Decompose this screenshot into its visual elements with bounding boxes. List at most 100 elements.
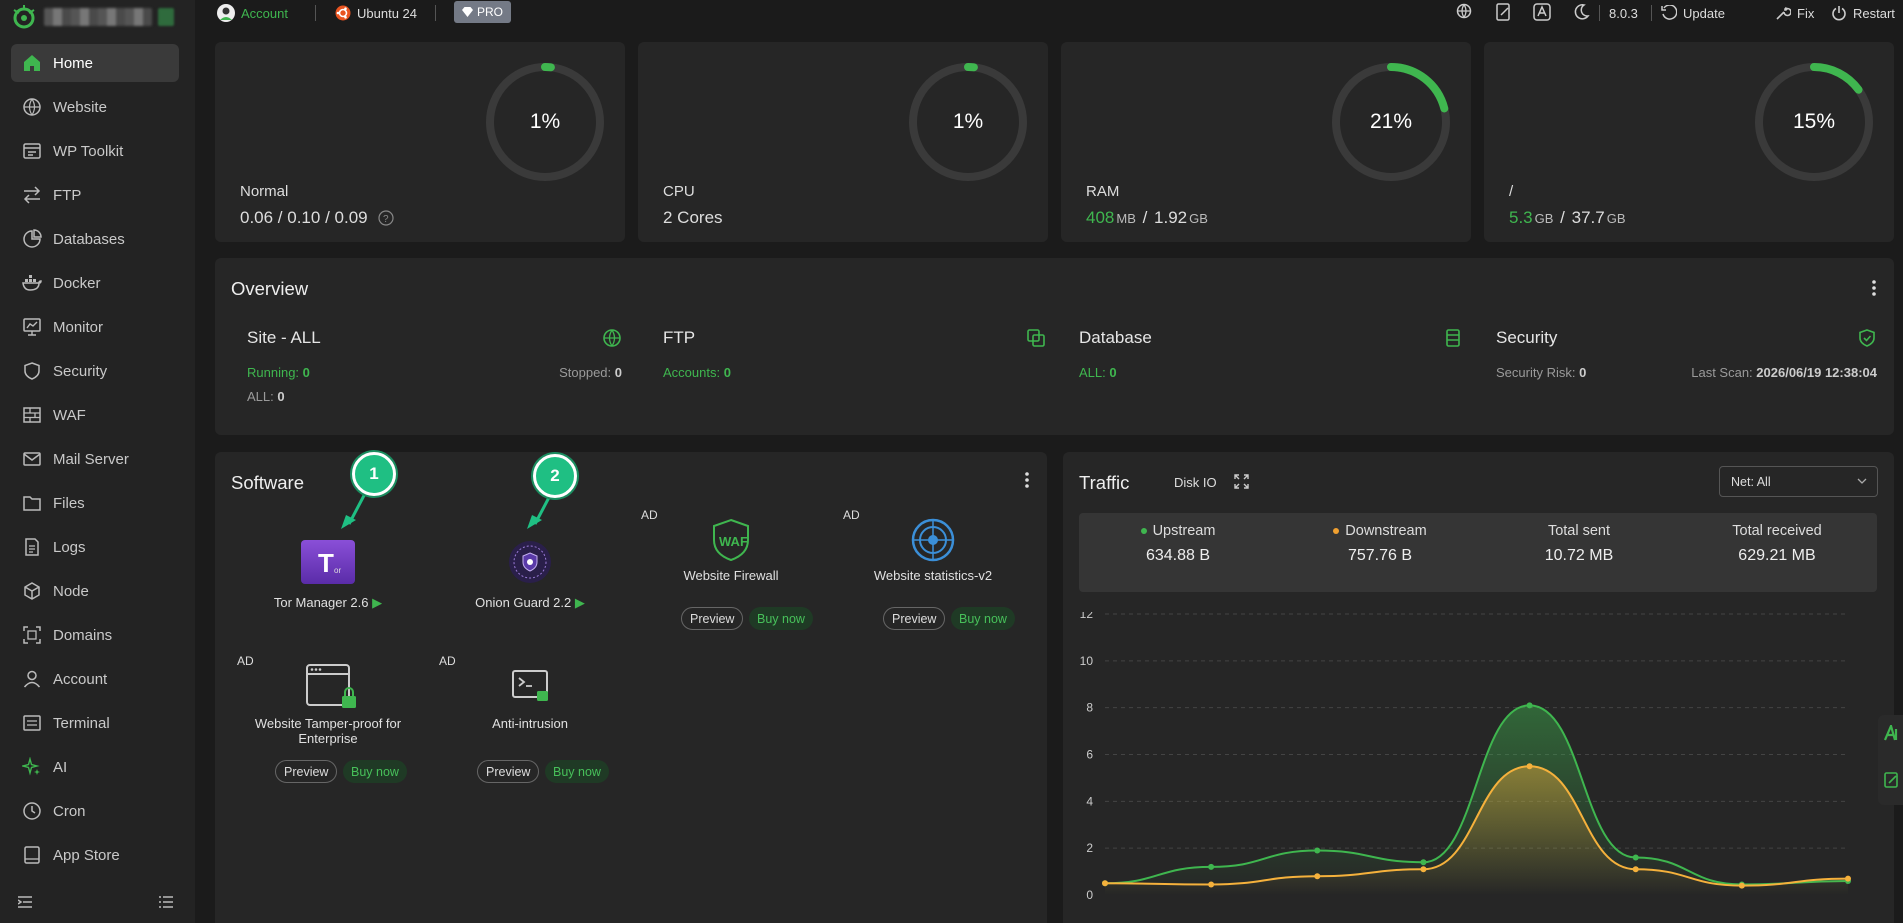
sidebar-item-docker[interactable]: Docker [11,264,179,302]
software-website-firewall[interactable]: WAF Website Firewall Preview Buy now [631,518,831,630]
series-point[interactable] [1314,847,1321,854]
anti-intrusion-icon [512,670,548,701]
update-label: Update [1683,5,1725,21]
buy-now-button[interactable]: Buy now [951,607,1015,630]
y-tick-label: 8 [1086,701,1093,715]
traffic-chart[interactable]: 0 2 4 6 8 10 12 [1063,612,1894,923]
software-tamper-proof[interactable]: Website Tamper-proof for Enterprise Prev… [228,664,428,784]
database-all[interactable]: ALL: 0 [1079,365,1117,380]
software-onion-guard[interactable]: Onion Guard 2.2 ▶ [430,540,630,610]
overview-ftp[interactable]: FTP Accounts: 0 [663,328,1046,408]
gauge-card-2[interactable]: 1% CPU 2 Cores [638,42,1048,242]
translate-icon[interactable] [1533,3,1551,21]
gauge-total: 37.7 [1571,208,1605,227]
sidebar-item-logs[interactable]: Logs [11,528,179,566]
restart-button[interactable]: Restart [1831,0,1895,26]
sidebar-item-wp-toolkit[interactable]: WP Toolkit [11,132,179,170]
ai-assistant-icon[interactable] [1884,725,1900,741]
sidebar-item-node[interactable]: Node [11,572,179,610]
overview-database[interactable]: Database ALL: 0 [1079,328,1463,408]
series-point[interactable] [1208,881,1215,888]
sidebar-item-terminal[interactable]: Terminal [11,704,179,742]
globe-icon [23,98,41,116]
preview-button[interactable]: Preview [275,760,338,783]
series-point[interactable] [1845,875,1851,882]
series-point[interactable] [1208,863,1215,870]
site-running[interactable]: Running: 0 [247,365,310,380]
moon-icon[interactable] [1572,3,1590,21]
more-options-icon[interactable] [1025,472,1029,488]
stat-upstream: Upstream 634.88 B [1108,523,1248,565]
gauge-arc [1332,63,1450,181]
anti-intrusion-label: Anti-intrusion [492,716,568,731]
overview-security[interactable]: Security Security Risk: 0 Last Scan: 202… [1496,328,1877,408]
net-select[interactable]: Net: All [1719,466,1878,497]
preview-button[interactable]: Preview [477,760,540,783]
buy-now-button[interactable]: Buy now [749,607,813,630]
sidebar-item-mail-server[interactable]: Mail Server [11,440,179,478]
pro-badge[interactable]: PRO [454,1,512,23]
fullscreen-icon[interactable] [1234,474,1249,489]
series-point[interactable] [1420,859,1427,866]
play-icon[interactable]: ▶ [372,595,383,610]
collapse-menu-icon[interactable] [18,896,32,908]
sidebar-item-website[interactable]: Website [11,88,179,126]
tab-disk-io[interactable]: Disk IO [1174,475,1217,490]
series-point[interactable] [1102,880,1108,887]
edit-note-icon[interactable] [1495,3,1513,21]
sidebar-item-ftp[interactable]: FTP [11,176,179,214]
sidebar-item-waf[interactable]: WAF [11,396,179,434]
software-website-statistics[interactable]: Website statistics-v2 Preview Buy now [833,518,1033,630]
buy-now-button[interactable]: Buy now [343,760,407,783]
series-point[interactable] [1314,873,1321,880]
overview-site[interactable]: Site - ALL Running: 0 Stopped: 0 ALL: 0 [247,328,622,408]
brand[interactable] [10,4,174,30]
sidebar-item-monitor[interactable]: Monitor [11,308,179,346]
sidebar-item-home[interactable]: Home [11,44,179,82]
ftp-accounts[interactable]: Accounts: 0 [663,365,731,380]
software-anti-intrusion[interactable]: Anti-intrusion Preview Buy now [430,664,630,784]
series-point[interactable] [1526,702,1533,709]
sidebar-item-files[interactable]: Files [11,484,179,522]
web-add-icon[interactable] [1456,3,1474,21]
divider [1599,5,1600,21]
series-point[interactable] [1526,763,1533,770]
sidebar-item-security[interactable]: Security [11,352,179,390]
gauge-total: 1.92 [1154,208,1188,227]
traffic-title[interactable]: Traffic [1079,472,1130,493]
docker-icon [22,275,42,291]
gauge-card-1[interactable]: 1% Normal 0.06 / 0.10 / 0.09? [215,42,625,242]
diamond-icon [462,7,473,17]
series-point[interactable] [1738,882,1745,889]
sidebar-item-cron[interactable]: Cron [11,792,179,830]
avatar-icon [217,4,235,22]
series-point[interactable] [1632,854,1639,861]
fix-button[interactable]: Fix [1775,0,1814,26]
preview-button[interactable]: Preview [681,607,744,630]
sidebar-item-account[interactable]: Account [11,660,179,698]
gauge-card-4[interactable]: 15%/5.3 GB / 37.7 GB [1484,42,1894,242]
preview-button[interactable]: Preview [883,607,946,630]
ad-label: AD [843,508,860,522]
security-risk[interactable]: Security Risk: 0 [1496,365,1586,380]
buy-now-button[interactable]: Buy now [545,760,609,783]
play-icon[interactable]: ▶ [574,595,585,610]
sidebar-item-databases[interactable]: Databases [11,220,179,258]
site-stopped[interactable]: Stopped: 0 [559,365,622,380]
account-link[interactable]: Account [217,0,288,26]
list-view-icon[interactable] [159,896,173,908]
site-all[interactable]: ALL: 0 [247,389,285,404]
more-options-icon[interactable] [1872,280,1876,296]
series-point[interactable] [1632,866,1639,873]
feedback-icon[interactable] [1884,772,1900,788]
update-button[interactable]: Update [1661,0,1725,26]
gauge-card-3[interactable]: 21% RAM 408 MB / 1.92 GB [1061,42,1471,242]
sidebar-item-domains[interactable]: Domains [11,616,179,654]
gauge-percent: 1% [529,110,561,133]
sidebar-item-app-store[interactable]: App Store [11,836,179,874]
help-icon[interactable]: ? [378,210,394,226]
sidebar-item-ai[interactable]: AI [11,748,179,786]
series-point[interactable] [1420,866,1427,873]
topbar: Account Ubuntu 24 PRO 8.0.3 Update Fix R… [195,0,1903,26]
